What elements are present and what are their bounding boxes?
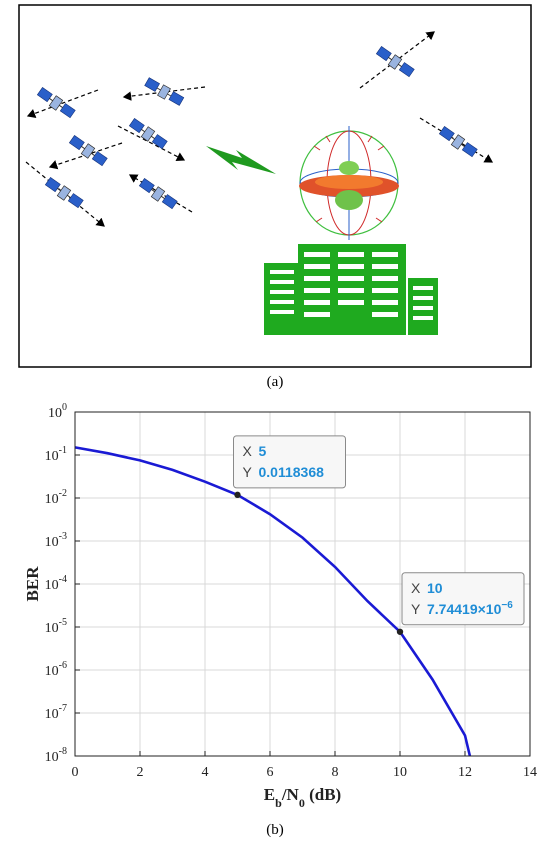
datatip-box	[233, 435, 346, 489]
y-tick-label: 10-2	[45, 488, 67, 507]
y-tick-label: 10-5	[45, 617, 67, 636]
radiation-pattern-icon	[299, 126, 399, 240]
y-tick-label: 10-8	[45, 746, 67, 765]
datatip-y-key: Y	[411, 601, 421, 617]
y-tick-label: 100	[48, 402, 67, 421]
plot-frame	[74, 411, 531, 757]
ber-chart: 100 10-1 10-2 10-3 10-4 10-5 10-6 10-7 10-8 0 2 4 6…	[23, 402, 538, 810]
panel-a-label: (a)	[266, 374, 284, 390]
x-tick-label: 2	[137, 765, 144, 780]
datatip-x-value: 10	[427, 580, 443, 596]
building-icon	[264, 244, 438, 335]
datatip-x-key: X	[243, 443, 253, 459]
y-tick-label: 10-4	[45, 574, 67, 593]
x-tick-label: 8	[332, 765, 339, 780]
datatip-x-key: X	[411, 580, 421, 596]
x-tick-label: 0	[72, 765, 79, 780]
datatip-marker	[234, 491, 241, 499]
y-tick-label: 10-1	[45, 445, 67, 464]
lightning-icon	[206, 146, 276, 174]
datatip-y-key: Y	[243, 464, 253, 480]
y-tick-label: 10-3	[45, 531, 67, 550]
y-ticks: 100 10-1 10-2 10-3 10-4 10-5 10-6 10-7 10-8	[45, 402, 67, 765]
y-tick-label: 10-7	[45, 703, 67, 722]
datatip-y-value: 7.74419×10−6	[427, 600, 513, 617]
x-tick-label: 10	[393, 765, 407, 780]
datatip-marker	[396, 628, 404, 635]
panel-b-label: (b)	[266, 822, 284, 838]
x-tick-label: 4	[202, 765, 209, 780]
scenario-illustration	[18, 4, 532, 368]
y-tick-label: 10-6	[45, 660, 67, 679]
x-ticks: 0 2 4 6 8 10 12 14	[72, 765, 538, 780]
datatip-box	[401, 572, 525, 626]
ber-curve	[74, 446, 472, 757]
x-tick-label: 14	[523, 765, 537, 780]
datatip-x-value: 5	[259, 443, 267, 459]
satellite-group	[25, 31, 494, 227]
x-tick-label: 12	[458, 765, 472, 780]
datatip-y-value: 0.0118368	[259, 464, 325, 480]
x-tick-label: 6	[267, 765, 274, 780]
x-axis-label: Eb/N0 (dB)	[264, 785, 341, 810]
y-axis-label: BER	[23, 566, 42, 602]
